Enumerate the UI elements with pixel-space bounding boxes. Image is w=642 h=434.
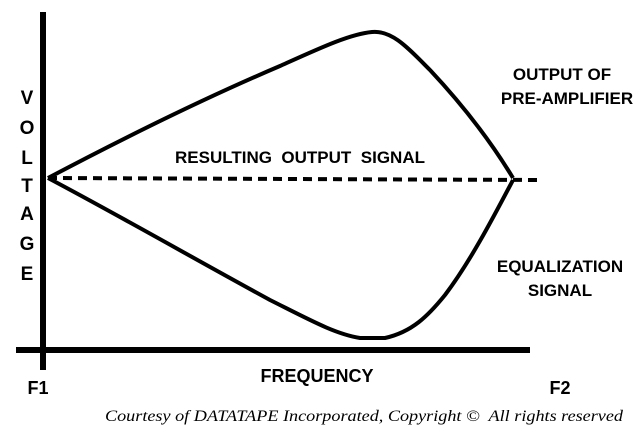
y-axis-letter: L [21,148,33,169]
y-axis-letter: O [20,118,35,139]
equalization-label-line2: SIGNAL [528,281,592,300]
resulting-output-signal-label: RESULTING OUTPUT SIGNAL [175,148,425,167]
preamplifier-output-curve [47,29,515,180]
preamplifier-label-line1: OUTPUT OF [513,65,611,84]
y-axis-letter: E [21,264,34,285]
preamplifier-label-line2: PRE-AMPLIFIER [501,89,633,108]
equalization-label-line1: EQUALIZATION [497,257,623,276]
x-axis-start-label: F1 [27,378,48,398]
y-axis-letter: G [20,234,35,255]
y-axis-letter: V [21,88,34,109]
resulting-output-signal-line [47,176,539,182]
y-axis-label: V O L T A G E [20,88,35,285]
copyright-credit: Courtesy of DATATAPE Incorporated, Copyr… [105,408,624,425]
x-axis-end-label: F2 [549,378,570,398]
equalization-signal-curve [47,176,515,340]
x-axis-label: FREQUENCY [260,366,373,386]
y-axis-letter: T [21,176,33,197]
y-axis-letter: A [20,204,34,225]
